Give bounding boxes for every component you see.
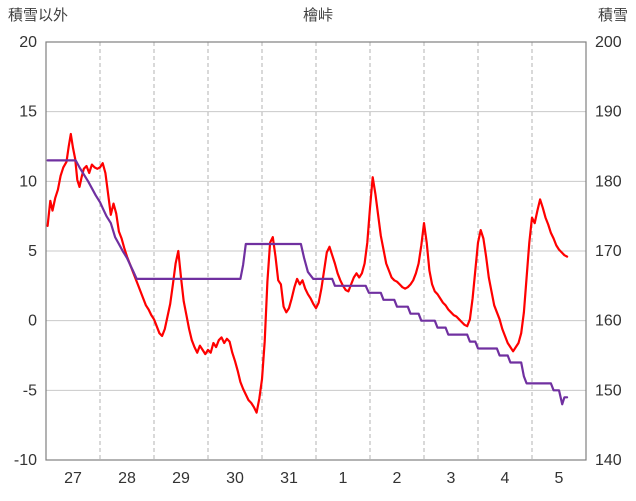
right-axis-tick-label: 160 [595, 313, 622, 330]
right-axis-tick-label: 180 [595, 173, 622, 190]
left-axis-tick-label: -5 [23, 382, 37, 399]
left-axis-tick-label: 15 [19, 104, 37, 121]
left-axis-tick-label: -10 [14, 452, 37, 469]
plot-border [45, 41, 587, 461]
right-axis-tick-label: 170 [595, 243, 622, 260]
x-axis-tick-label: 29 [172, 470, 190, 487]
left-axis-title: 積雪以外 [8, 7, 69, 24]
x-axis-tick-label: 28 [118, 470, 136, 487]
right-axis-tick-label: 150 [595, 382, 622, 399]
non-snow-line [46, 132, 569, 414]
left-axis-tick-label: 20 [19, 34, 37, 51]
right-axis-tick-label: 200 [595, 34, 622, 51]
x-axis-tick-label: 31 [280, 470, 298, 487]
x-axis-tick-label: 3 [447, 470, 456, 487]
right-axis-tick-label: 190 [595, 104, 622, 121]
x-axis-tick-label: 27 [64, 470, 82, 487]
right-axis-tick-label: 140 [595, 452, 622, 469]
x-axis-tick-label: 2 [393, 470, 402, 487]
x-axis-tick-label: 30 [226, 470, 244, 487]
x-axis-tick-label: 4 [501, 470, 510, 487]
right-axis-title: 積雪 [597, 7, 628, 24]
chart-title: 檜峠 [302, 7, 333, 24]
left-axis-tick-label: 5 [28, 243, 37, 260]
left-axis-tick-label: 0 [28, 313, 37, 330]
snow-depth-line [46, 159, 569, 406]
x-axis-tick-label: 5 [555, 470, 564, 487]
x-axis-tick-label: 1 [339, 470, 348, 487]
left-axis-tick-label: 10 [19, 173, 37, 190]
